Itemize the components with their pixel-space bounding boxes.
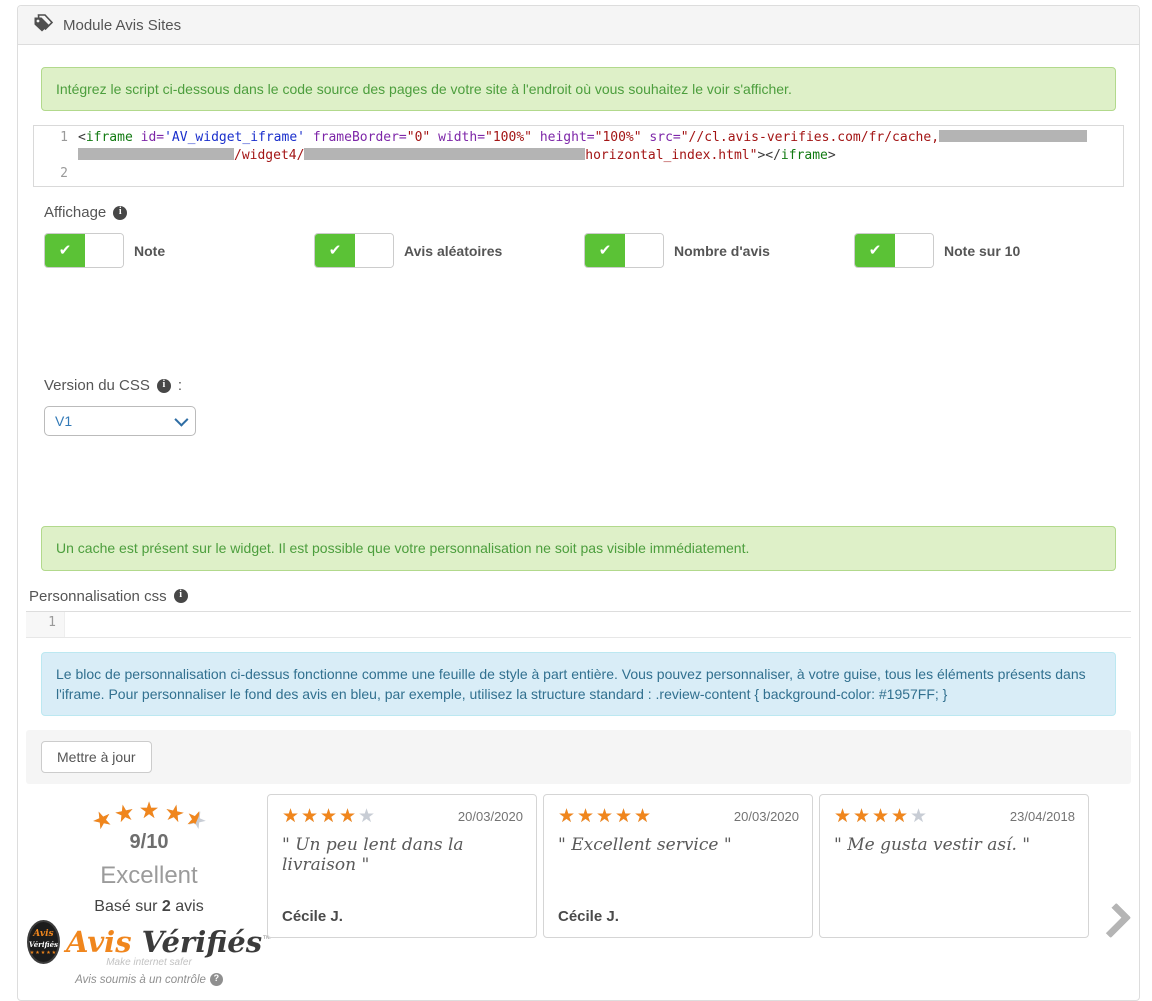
- toggle-col-random-reviews: Avis aléatoires: [314, 233, 584, 269]
- review-stars: ★★★★★★★★★★: [558, 806, 652, 828]
- chevron-down-icon: [174, 412, 189, 427]
- toggle-col-review-count: Nombre d'avis: [584, 233, 854, 269]
- tags-icon: [32, 14, 54, 36]
- toggle-random-reviews[interactable]: [314, 233, 394, 269]
- toggle-review-count-label: Nombre d'avis: [674, 242, 770, 259]
- info-icon[interactable]: [113, 205, 128, 220]
- review-text: " Un peu lent dans la livraison ": [282, 835, 464, 876]
- review-card: ★★★★★★★★★★ 23/04/2018 " Me gusta vestir …: [819, 794, 1089, 939]
- next-reviews-arrow-icon[interactable]: [1095, 902, 1132, 938]
- update-button[interactable]: Mettre à jour: [41, 741, 152, 774]
- review-stars: ★★★★★★★★★★: [834, 806, 928, 828]
- toggle-random-reviews-label: Avis aléatoires: [404, 242, 503, 259]
- review-card: ★ ★ ★ ★ ★ ★ ★ ★ ★ ★ 20/03/2020 " Excellent servic…: [543, 794, 813, 939]
- css-version-select[interactable]: V1: [44, 406, 196, 437]
- css-version-section-label: Version du CSS :: [44, 377, 1124, 394]
- summary-based-on: Basé sur 2 avis: [94, 898, 204, 916]
- script-info-alert: Intégrez le script ci-dessous dans le co…: [41, 67, 1116, 112]
- css-version-colon: :: [177, 377, 183, 395]
- review-date: 20/03/2020: [457, 809, 523, 825]
- customization-label: Personnalisation css: [29, 587, 167, 605]
- review-card: ★★★★★★★★★★ 20/03/2020 " Un peu lent dans…: [267, 794, 537, 939]
- summary-stars: ★ ★ ★ ★ ★ ★ ★ ★ ★ ★: [86, 797, 212, 836]
- display-section-label: Affichage: [44, 204, 1124, 221]
- check-icon: [315, 234, 355, 268]
- customization-section-label: Personnalisation css: [29, 588, 1124, 605]
- iframe-code-editor[interactable]: 1 <iframe id='AV_widget_iframe' frameBord…: [33, 125, 1124, 188]
- review-text: " Excellent service ": [558, 835, 732, 856]
- toggle-note[interactable]: [44, 233, 124, 269]
- page-title: Module Avis Sites: [63, 16, 182, 34]
- review-date: 23/04/2018: [1009, 809, 1075, 825]
- avis-verifies-badge-icon: Avis Vérifiés ★★★★★: [26, 920, 60, 965]
- review-count: 2: [161, 898, 171, 916]
- check-icon: [45, 234, 85, 268]
- toggle-note-label: Note: [134, 242, 166, 259]
- check-icon: [855, 234, 895, 268]
- review-stars: ★★★★★★★★★★: [282, 806, 376, 828]
- toggle-col-note: Note: [44, 233, 314, 269]
- info-icon[interactable]: [156, 378, 171, 393]
- css-version-label: Version du CSS: [44, 377, 150, 395]
- widget-summary: ★ ★ ★ ★ ★ ★ ★ ★ ★ ★ 9/10 Excellent Basé sur 2 avi…: [26, 794, 271, 987]
- review-cards: ★★★★★★★★★★ 20/03/2020 " Un peu lent dans…: [267, 794, 1089, 939]
- brand-wordmark: Avis Vérifiés™: [66, 925, 272, 960]
- css-customization-editor[interactable]: 1: [26, 610, 1131, 638]
- css-editor-line-number: 1: [26, 611, 65, 637]
- css-editor-content[interactable]: [65, 611, 1131, 637]
- module-panel: Module Avis Sites Intégrez le script ci-…: [17, 5, 1140, 1001]
- actions-footer: Mettre à jour: [26, 730, 1131, 785]
- summary-score: 9/10: [129, 831, 169, 854]
- help-icon[interactable]: [209, 973, 223, 987]
- review-author: Cécile J.: [282, 908, 343, 926]
- review-date: 20/03/2020: [733, 809, 799, 825]
- cache-warning-alert: Un cache est présent sur le widget. Il e…: [41, 526, 1116, 571]
- code-rows: 1 <iframe id='AV_widget_iframe' frameBord…: [34, 129, 1123, 183]
- customization-info-alert: Le bloc de personnalisation ci-dessus fo…: [41, 651, 1116, 717]
- check-icon: [585, 234, 625, 268]
- toggle-col-score-out-of-10: Note sur 10: [854, 233, 1124, 269]
- summary-grade: Excellent: [100, 862, 198, 890]
- toggle-score-out-of-10-label: Note sur 10: [944, 242, 1021, 259]
- display-label: Affichage: [44, 204, 107, 222]
- toggle-review-count[interactable]: [584, 233, 664, 269]
- panel-header: Module Avis Sites: [18, 6, 1139, 45]
- display-toggles: Note Avis aléatoires Nombre d'avis: [44, 233, 1124, 269]
- widget-preview: ★ ★ ★ ★ ★ ★ ★ ★ ★ ★ 9/10 Excellent Basé sur 2 avi…: [26, 794, 1132, 987]
- control-note: Avis soumis à un contrôle: [33, 973, 265, 987]
- review-author: Cécile J.: [558, 908, 619, 926]
- review-text: " Me gusta vestir así. ": [834, 835, 1031, 856]
- info-icon[interactable]: [173, 589, 188, 604]
- toggle-score-out-of-10[interactable]: [854, 233, 934, 269]
- css-version-selected: V1: [55, 413, 73, 430]
